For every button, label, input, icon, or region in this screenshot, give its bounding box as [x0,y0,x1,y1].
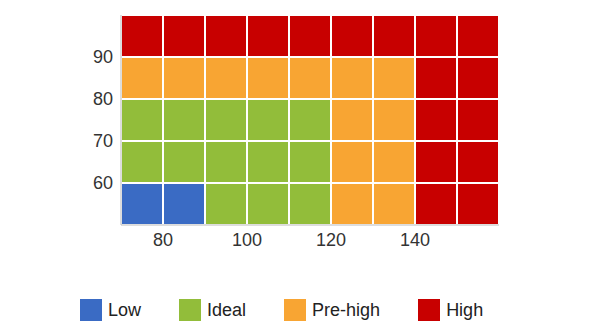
svg-text:80: 80 [153,230,173,250]
svg-text:100: 100 [232,230,262,250]
svg-text:120: 120 [316,230,346,250]
html-text:High: High [446,299,484,320]
html-text:Pre-high: Pre-high [312,299,381,320]
html-text:Ideal: Ideal [207,299,247,320]
svg-text:60: 60 [93,173,113,193]
svg-text:140: 140 [400,230,430,250]
svg-text:70: 70 [93,131,113,151]
html-text:Low: Low [108,299,141,320]
svg-text:90: 90 [93,47,113,67]
svg-text:80: 80 [93,89,113,109]
